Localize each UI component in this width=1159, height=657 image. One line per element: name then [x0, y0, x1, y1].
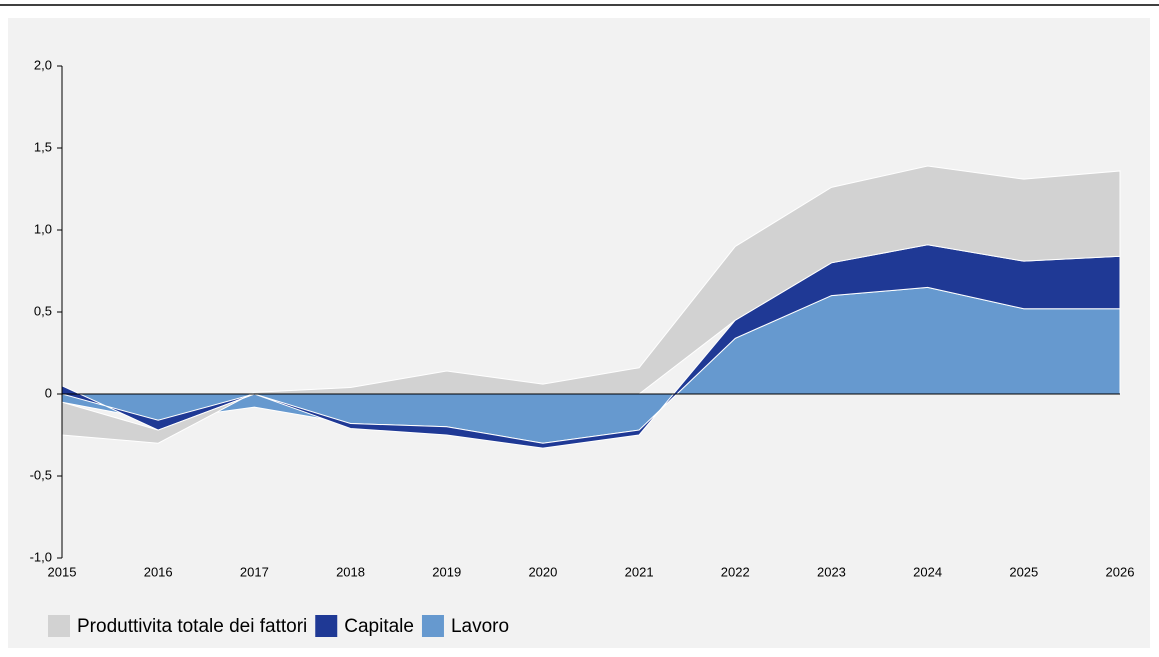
x-tick-label: 2019	[432, 564, 461, 579]
x-tick-label: 2018	[336, 564, 365, 579]
y-tick-label: -1,0	[30, 549, 52, 564]
x-tick-label: 2026	[1106, 564, 1135, 579]
x-tick-label: 2020	[528, 564, 557, 579]
legend-label: Produttivita totale dei fattori	[77, 616, 307, 637]
legend: Produttivita totale dei fattori Capitale L…	[48, 615, 509, 637]
y-tick-label: 1,5	[34, 139, 52, 154]
y-tick-label: -0,5	[30, 467, 52, 482]
x-tick-label: 2017	[240, 564, 269, 579]
legend-swatch	[48, 615, 70, 637]
x-tick-label: 2021	[625, 564, 654, 579]
area	[61, 244, 1121, 449]
x-tick-label: 2022	[721, 564, 750, 579]
x-tick-label: 2015	[48, 564, 77, 579]
x-tick-label: 2024	[913, 564, 942, 579]
y-tick-label: 2,0	[34, 57, 52, 72]
legend-label: Capitale	[344, 616, 414, 637]
legend-swatch	[421, 615, 444, 637]
y-tick-label: 0,5	[34, 303, 52, 318]
y-tick-label: 0	[45, 385, 52, 400]
x-tick-label: 2016	[144, 564, 173, 579]
legend-swatch	[315, 615, 338, 637]
legend-label: Lavoro	[451, 616, 509, 637]
x-tick-label: 2025	[1009, 564, 1038, 579]
x-tick-label: 2023	[817, 564, 846, 579]
y-tick-label: 1,0	[34, 221, 52, 236]
